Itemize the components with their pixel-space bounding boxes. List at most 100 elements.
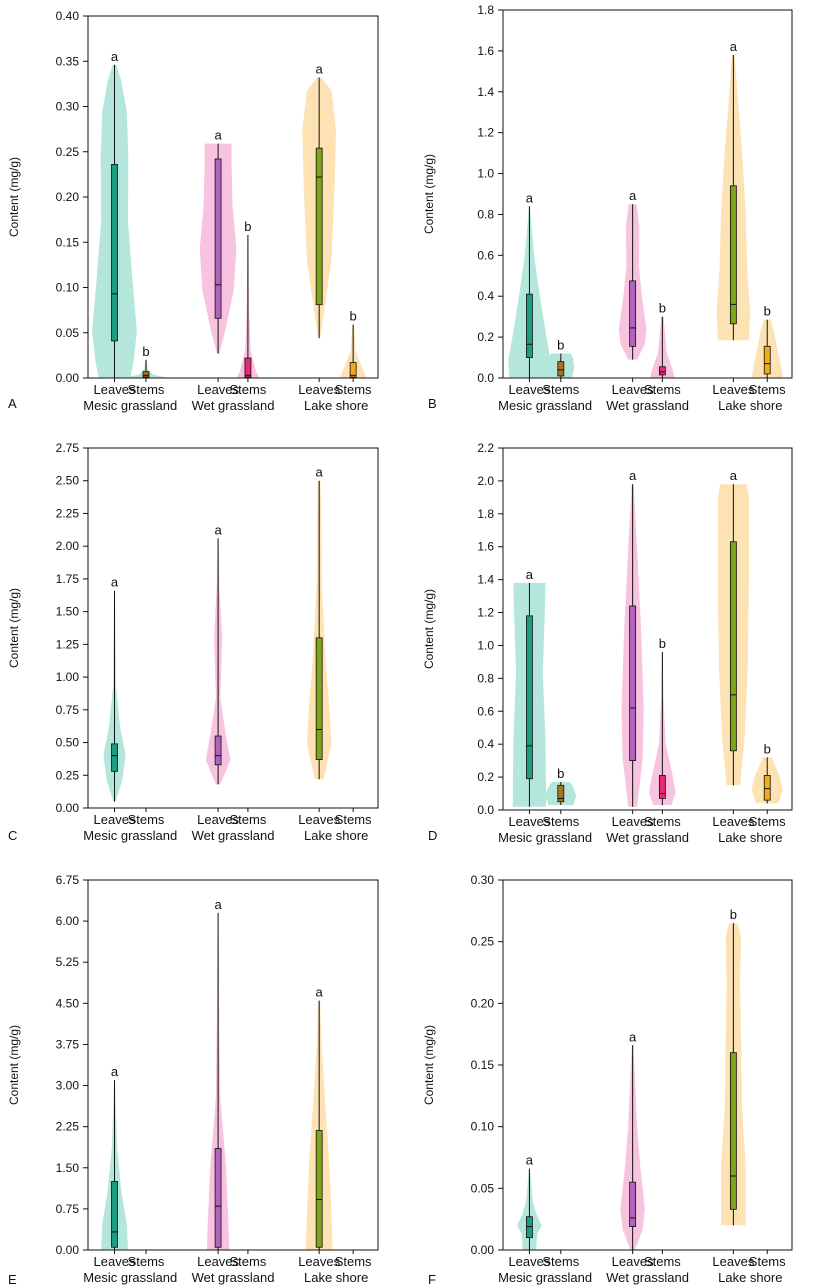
y-tick-label: 1.50 [56,605,80,619]
y-tick-label: 2.25 [56,1120,80,1134]
x-tick-label: Stems [229,812,266,827]
y-tick-label: 5.25 [56,955,80,969]
box-mesic-grassland-stems [142,371,150,378]
x-tick-label: Stems [542,1254,579,1269]
group-label: Lake shore [304,1270,368,1285]
y-tick-label: 0.05 [471,1181,495,1195]
y-tick-label: 0.00 [471,1243,495,1257]
box-wet-grassland-leaves [629,280,637,347]
letter-wet-grassland-stems: b [659,636,666,651]
y-tick-label: 2.2 [477,441,494,455]
y-tick-label: 6.00 [56,914,80,928]
y-tick-label: 2.0 [477,474,494,488]
y-tick-label: 0.40 [56,9,80,23]
plot-frame [502,9,793,379]
panel-label: A [8,396,17,411]
y-axis-label: Content (mg/g) [7,1025,21,1105]
letter-lake-shore-stems: b [764,304,771,319]
y-tick-label: 0.20 [471,996,495,1010]
group-label: Mesic grassland [498,1270,592,1285]
letter-mesic-grassland-stems: b [557,337,564,352]
group-label: Lake shore [718,830,782,845]
y-tick-label: 0.25 [56,768,80,782]
box-wet-grassland-stems [244,357,252,378]
x-tick-label: Stems [644,382,681,397]
y-tick-label: 3.75 [56,1037,80,1051]
plot-frame [502,447,793,811]
x-tick-label: Stems [749,382,786,397]
box-lake-shore-leaves [315,637,323,760]
letter-mesic-grassland-leaves: a [526,190,534,205]
x-tick-label: Stems [128,1254,165,1269]
x-tick-label: Stems [229,1254,266,1269]
group-label: Lake shore [304,828,368,843]
y-tick-label: 1.0 [477,638,494,652]
letter-mesic-grassland-stems: b [142,344,149,359]
x-tick-label: Leaves [197,382,239,397]
letter-mesic-grassland-leaves: a [526,567,534,582]
letter-wet-grassland-leaves: a [629,1029,637,1044]
x-tick-label: Leaves [712,382,754,397]
y-tick-label: 0.50 [56,736,80,750]
y-tick-label: 1.6 [477,540,494,554]
letter-lake-shore-stems: b [350,309,357,324]
panel-label: B [428,396,437,411]
x-tick-label: Stems [644,814,681,829]
x-tick-label: Stems [335,812,372,827]
x-tick-label: Leaves [612,1254,654,1269]
group-label: Lake shore [304,398,368,413]
plot-frame [502,879,793,1251]
y-tick-label: 0.10 [471,1120,495,1134]
y-tick-label: 4.50 [56,996,80,1010]
y-tick-label: 0.15 [56,235,80,249]
group-label: Lake shore [718,1270,782,1285]
letter-wet-grassland-leaves: a [214,128,222,143]
y-tick-label: 3.00 [56,1079,80,1093]
y-tick-label: 0.30 [471,873,495,887]
letter-lake-shore-leaves: b [730,907,737,922]
panel-label: F [428,1272,436,1287]
box-lake-shore-leaves [729,185,737,325]
x-tick-label: Stems [749,1254,786,1269]
x-tick-label: Leaves [94,1254,136,1269]
letter-wet-grassland-stems: b [659,301,666,316]
y-tick-label: 1.50 [56,1161,80,1175]
box-lake-shore-leaves [729,1052,737,1210]
y-tick-label: 1.75 [56,572,80,586]
y-tick-label: 0.05 [56,326,80,340]
box-mesic-grassland-leaves [526,1216,533,1239]
letter-lake-shore-leaves: a [730,468,738,483]
letter-wet-grassland-stems: b [244,219,251,234]
x-tick-label: Stems [229,382,266,397]
x-tick-label: Leaves [612,382,654,397]
x-tick-label: Leaves [298,812,340,827]
y-tick-label: 0.4 [477,289,494,303]
letter-mesic-grassland-leaves: a [111,49,119,64]
y-axis-label: Content (mg/g) [7,588,21,668]
y-tick-label: 1.8 [477,3,494,17]
plot-frame [87,879,379,1251]
y-axis-label: Content (mg/g) [422,589,436,669]
box-wet-grassland-leaves [629,1181,637,1227]
y-tick-label: 0.75 [56,703,80,717]
letter-lake-shore-stems: b [764,741,771,756]
plot-frame [87,447,379,809]
y-tick-label: 6.75 [56,873,80,887]
x-tick-label: Stems [335,1254,372,1269]
y-tick-label: 0.20 [56,190,80,204]
box-mesic-grassland-stems [557,784,565,803]
group-label: Wet grassland [606,398,689,413]
panel-A: a b a b a b 0.00 0.05 0.10 0.15 0.20 0.25 0.30 0.35 0.… [7,9,379,413]
box-mesic-grassland-leaves [526,615,533,780]
x-tick-label: Leaves [197,812,239,827]
group-label: Mesic grassland [498,830,592,845]
letter-lake-shore-leaves: a [316,62,324,77]
box-mesic-grassland-stems [557,361,565,377]
box-mesic-grassland-leaves [111,743,118,772]
y-tick-label: 0.8 [477,671,494,685]
box-mesic-grassland-leaves [111,1181,118,1248]
box-wet-grassland-leaves [214,735,222,766]
box-mesic-grassland-leaves [526,293,533,358]
y-tick-label: 0.4 [477,737,494,751]
panel-label: D [428,828,437,843]
